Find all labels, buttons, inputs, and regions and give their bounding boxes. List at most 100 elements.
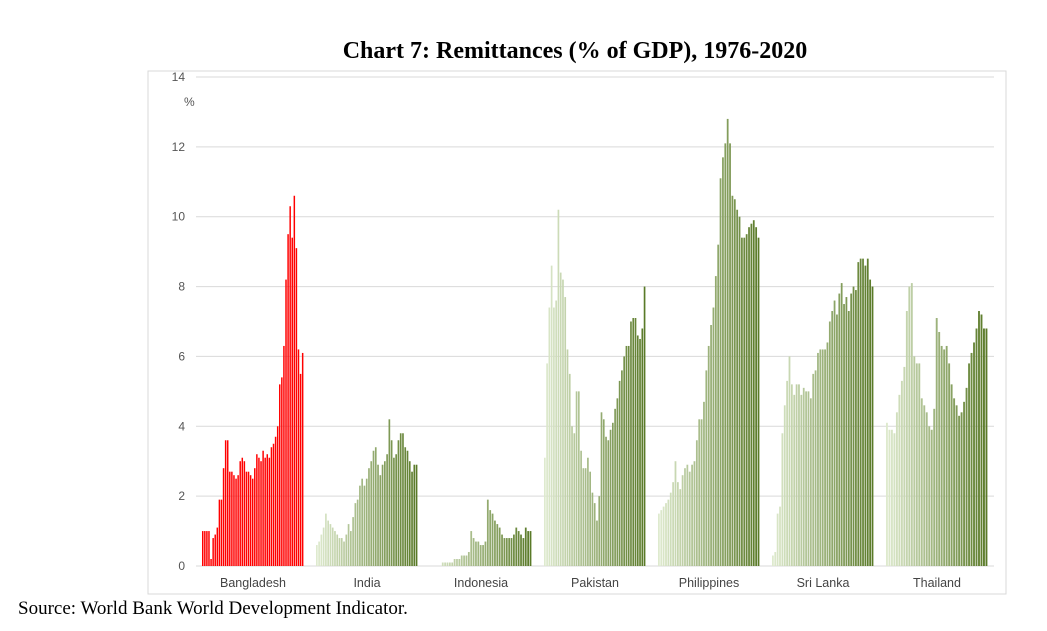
bar-india (399, 433, 402, 566)
bar-sri-lanka (871, 286, 874, 566)
bar-bangladesh (254, 468, 256, 566)
bar-indonesia (448, 562, 451, 566)
bar-indonesia (503, 538, 506, 566)
bar-indonesia (456, 559, 458, 566)
bar-thailand (898, 394, 901, 566)
bar-indonesia (484, 541, 487, 566)
bar-india (415, 464, 418, 566)
bar-bangladesh (220, 499, 223, 566)
bar-pakistan (639, 338, 641, 566)
bar-pakistan (589, 471, 591, 566)
bar-indonesia (510, 538, 513, 566)
chart-title: Chart 7: Remittances (% of GDP), 1976-20… (342, 38, 808, 64)
bar-indonesia (486, 499, 489, 566)
bar-indonesia (472, 538, 475, 566)
bar-india (334, 531, 336, 566)
bar-indonesia (508, 538, 511, 566)
bar-bangladesh (243, 461, 246, 566)
bar-india (370, 461, 373, 566)
bar-pakistan (550, 265, 553, 566)
bar-pakistan (559, 272, 562, 566)
bar-india (381, 464, 384, 566)
bar-philippines (752, 220, 755, 566)
bar-philippines (745, 234, 748, 566)
bar-india (325, 513, 327, 566)
bar-philippines (676, 482, 679, 566)
bar-india (356, 499, 359, 566)
bar-india (331, 527, 334, 566)
y-tick-label: 14 (172, 70, 186, 84)
bar-indonesia (465, 555, 468, 566)
bar-indonesia (529, 531, 532, 566)
bar-philippines (691, 464, 693, 566)
bar-bangladesh (276, 426, 279, 566)
bar-thailand (978, 311, 980, 566)
category-label: Sri Lanka (797, 576, 850, 590)
bar-india (361, 478, 363, 566)
bar-sri-lanka (795, 384, 798, 566)
bar-indonesia (496, 524, 499, 566)
bar-thailand (953, 398, 956, 566)
bar-indonesia (470, 531, 473, 566)
bar-indonesia (482, 545, 484, 566)
bar-india (374, 447, 377, 566)
bar-thailand (888, 429, 891, 566)
bar-bangladesh (281, 377, 283, 566)
bar-indonesia (479, 545, 482, 566)
bar-bangladesh (258, 457, 260, 566)
bar-pakistan (571, 426, 573, 566)
bar-philippines (705, 370, 708, 566)
y-tick-label: 10 (172, 210, 186, 224)
y-tick-labels: 0 2 4 6 8 10 12 14 (172, 70, 186, 573)
bar-philippines (731, 195, 734, 566)
bar-pakistan (582, 468, 585, 566)
bar-bangladesh (289, 206, 291, 567)
bar-indonesia (501, 534, 503, 566)
bar-sri-lanka (866, 258, 869, 566)
bar-philippines (679, 489, 682, 566)
bar-thailand (965, 387, 968, 566)
bar-pakistan (634, 318, 637, 566)
bar-philippines (738, 216, 741, 566)
bar-philippines (693, 461, 696, 566)
bar-india (397, 440, 400, 566)
bar-thailand (923, 405, 926, 566)
bar-india (352, 517, 354, 566)
bar-thailand (935, 318, 938, 566)
bar-indonesia (489, 510, 492, 566)
bar-philippines (700, 419, 703, 566)
bar-sri-lanka (798, 384, 800, 566)
bar-philippines (658, 513, 660, 566)
bar-bangladesh (264, 457, 266, 566)
bar-sri-lanka (814, 370, 817, 566)
gridlines (196, 76, 994, 567)
bar-thailand (915, 363, 918, 566)
bar-sri-lanka (836, 314, 838, 566)
category-label: Philippines (679, 576, 739, 590)
bar-philippines (750, 223, 753, 566)
bar-pakistan (600, 412, 603, 566)
bar-indonesia (475, 541, 477, 566)
bar-bangladesh (247, 471, 250, 566)
bar-sri-lanka (859, 258, 862, 566)
bar-philippines (665, 503, 667, 566)
bar-pakistan (641, 328, 644, 566)
category-label: Indonesia (454, 576, 508, 590)
bar-thailand (960, 412, 963, 566)
bar-india (359, 485, 361, 566)
bar-sri-lanka (817, 352, 819, 566)
bar-pakistan (573, 433, 576, 566)
bar-thailand (905, 311, 908, 566)
bar-thailand (903, 366, 906, 566)
bar-indonesia (441, 562, 444, 566)
bar-pakistan (612, 422, 614, 566)
bar-bangladesh (260, 461, 262, 566)
bar-sri-lanka (826, 342, 829, 566)
bar-philippines (729, 143, 731, 567)
bar-philippines (688, 471, 691, 566)
bar-india (388, 419, 391, 566)
bar-pakistan (605, 436, 607, 566)
bar-pakistan (553, 307, 555, 566)
source-note: Source: World Bank World Development Ind… (18, 598, 408, 619)
bar-philippines (714, 276, 717, 566)
